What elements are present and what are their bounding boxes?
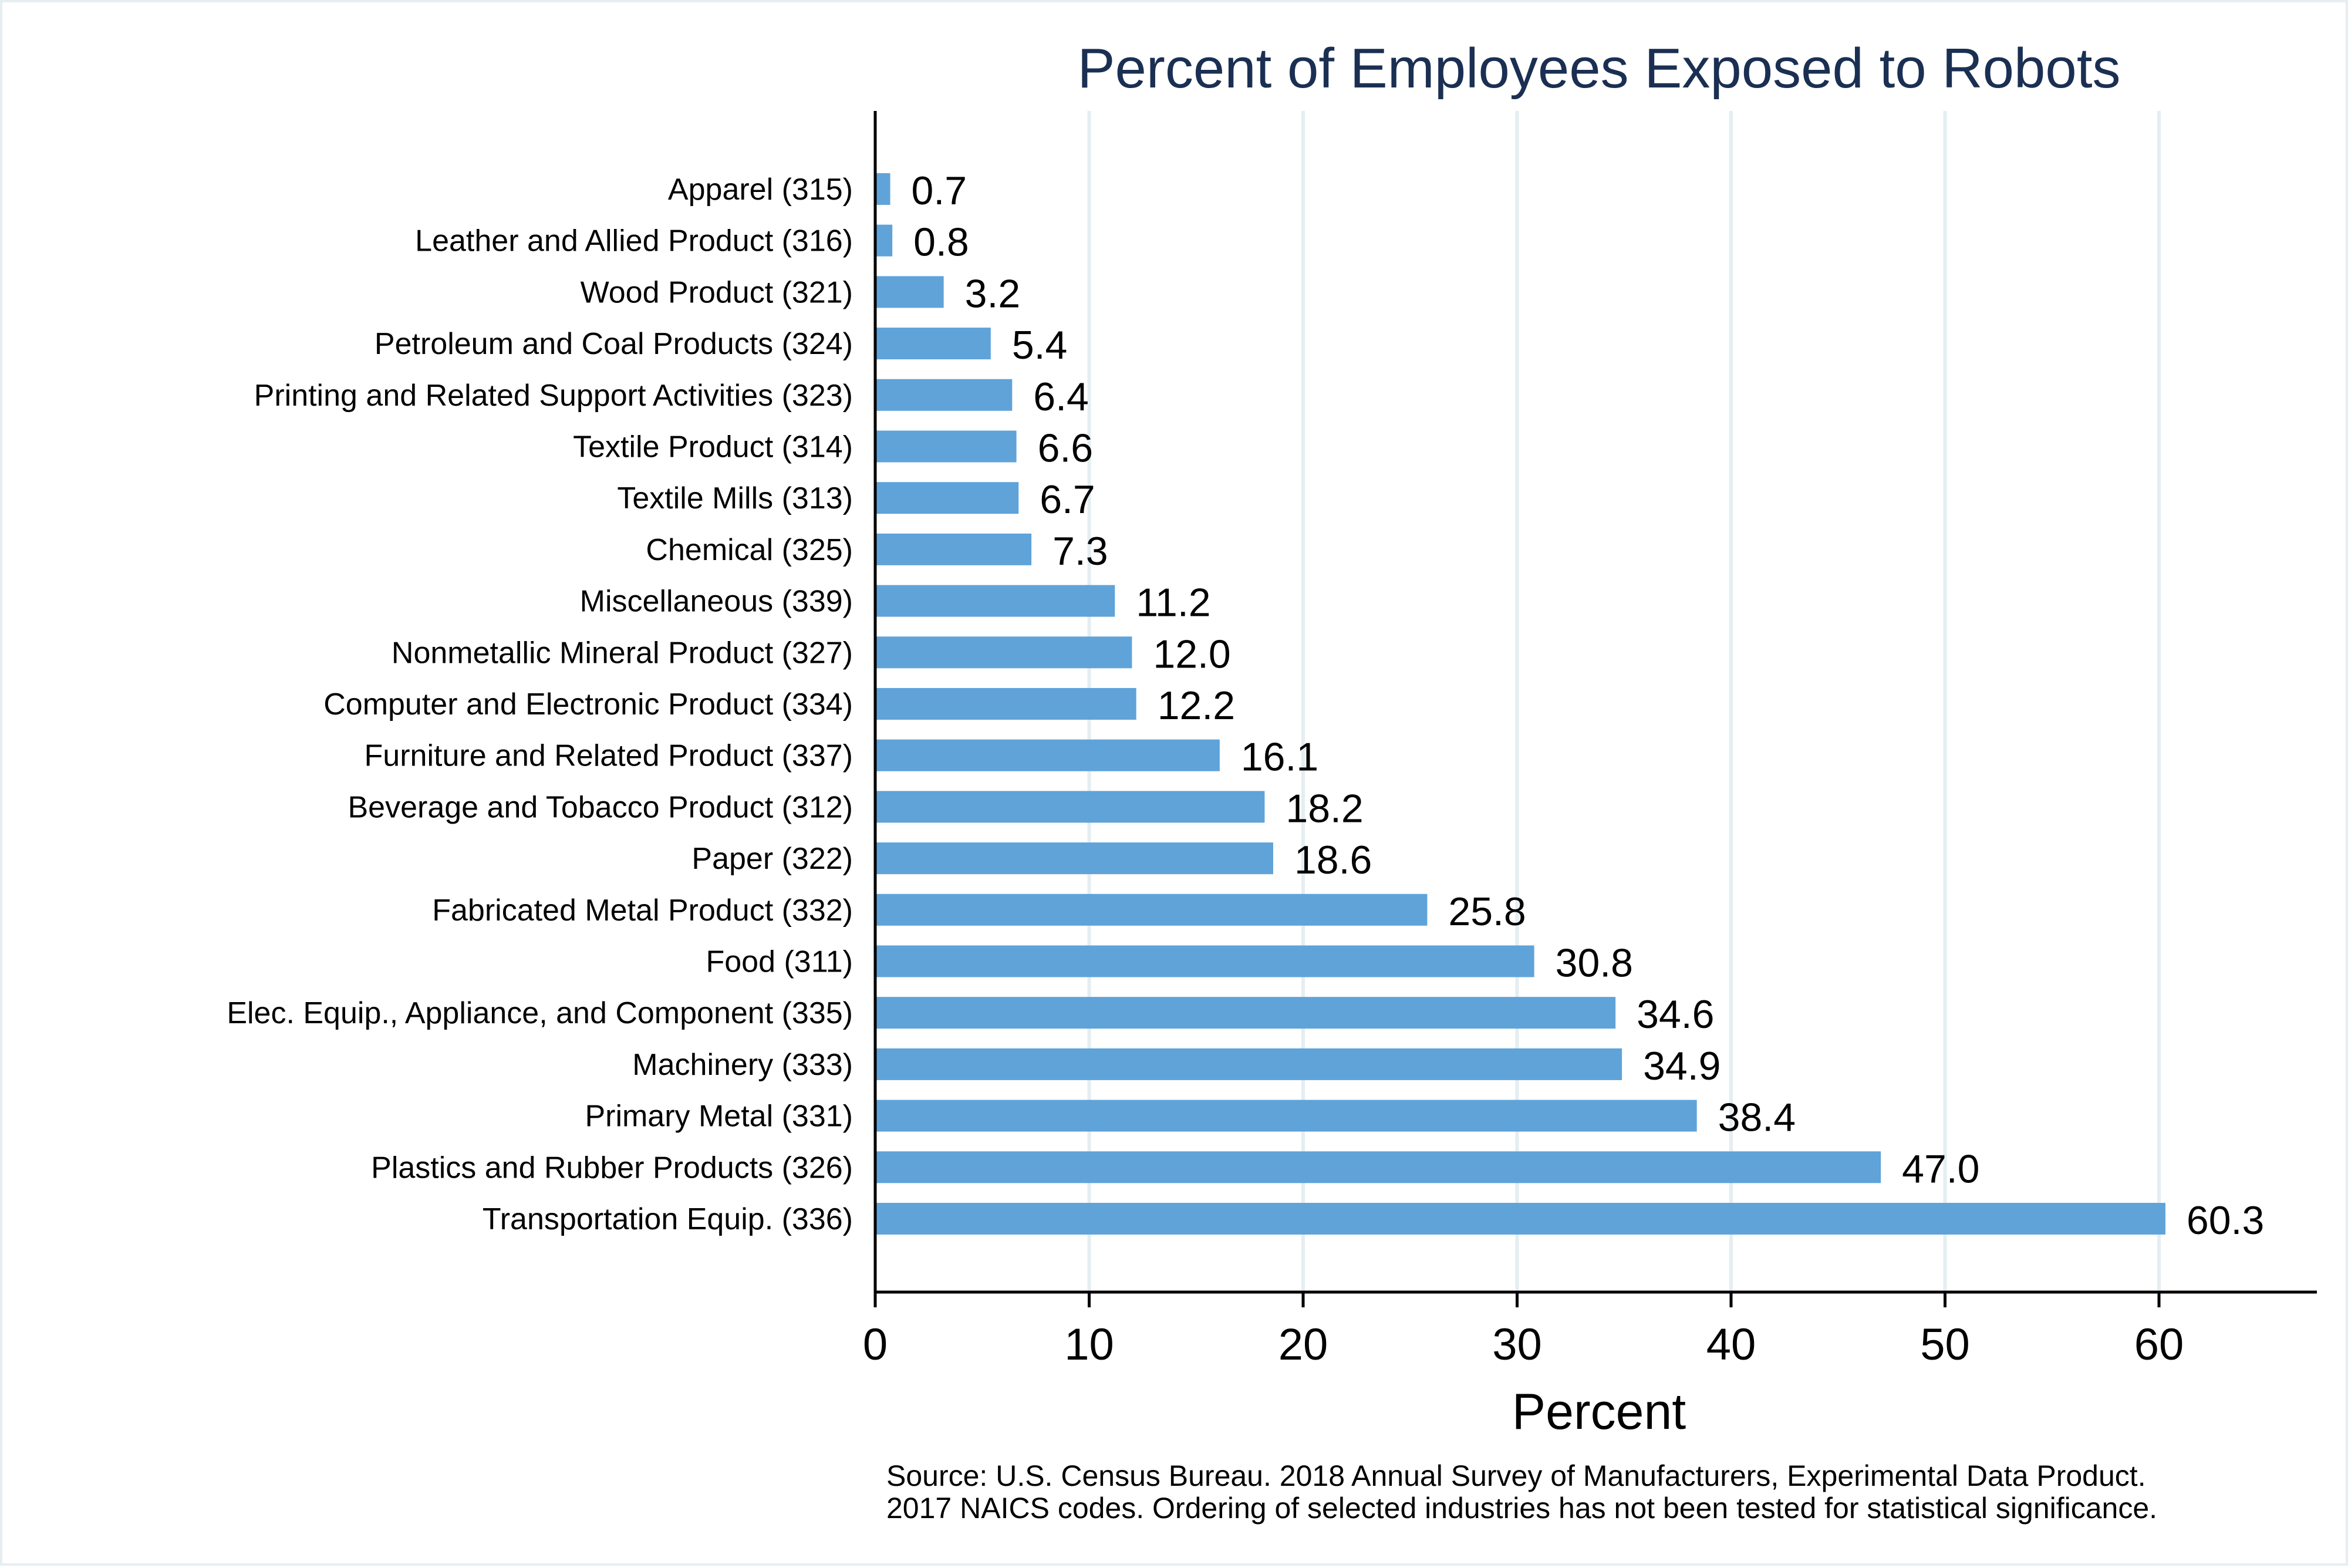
category-label: Petroleum and Coal Products (324)	[375, 327, 853, 361]
source-note-line-1: Source: U.S. Census Bureau. 2018 Annual …	[886, 1459, 2146, 1492]
category-label: Fabricated Metal Product (332)	[432, 893, 853, 928]
data-label: 12.0	[1153, 632, 1230, 676]
bars	[876, 173, 2165, 1235]
category-label: Primary Metal (331)	[585, 1100, 853, 1134]
bar	[876, 585, 1115, 617]
category-label: Chemical (325)	[646, 533, 853, 567]
category-label: Beverage and Tobacco Product (312)	[348, 790, 853, 824]
data-label: 11.2	[1136, 581, 1210, 625]
data-label: 6.7	[1040, 477, 1095, 522]
axes	[873, 111, 2317, 1294]
data-label: 18.2	[1286, 786, 1363, 831]
category-label: Furniture and Related Product (337)	[365, 739, 853, 773]
data-label: 3.2	[965, 271, 1021, 316]
bar	[876, 482, 1019, 514]
category-labels: Apparel (315) Leather and Allied Product …	[227, 173, 853, 1236]
data-label: 18.6	[1294, 838, 1372, 882]
data-label: 34.9	[1643, 1044, 1720, 1088]
tick-label: 0	[863, 1320, 888, 1370]
x-axis-title: Percent	[1512, 1384, 1686, 1440]
data-label: 6.6	[1038, 426, 1094, 471]
tick-label: 20	[1278, 1320, 1328, 1370]
data-label: 12.2	[1158, 683, 1235, 728]
category-label: Paper (322)	[691, 842, 853, 876]
data-label: 34.6	[1637, 992, 1714, 1037]
data-label: 5.4	[1012, 323, 1068, 367]
category-label: Machinery (333)	[632, 1048, 853, 1082]
bar	[876, 1203, 2165, 1235]
source-note-line-2: 2017 NAICS codes. Ordering of selected i…	[886, 1492, 2157, 1525]
category-label: Textile Product (314)	[573, 430, 853, 464]
data-label: 25.8	[1448, 889, 1526, 934]
value-labels: 0.7 0.8 3.2 5.4 6.4 6.6 6.7 7.3 11.2 12.0 12.216.1…	[912, 168, 2265, 1243]
bar	[876, 224, 893, 257]
category-label: Miscellaneous (339)	[580, 585, 853, 619]
category-label: Wood Product (321)	[581, 275, 853, 309]
data-label: 7.3	[1052, 529, 1108, 574]
bar	[876, 430, 1017, 463]
bar	[876, 1151, 1881, 1183]
gridlines	[1087, 111, 2161, 1292]
bar	[876, 1100, 1697, 1132]
bar	[876, 893, 1428, 926]
tick-label: 10	[1064, 1320, 1114, 1370]
tick-label: 60	[2134, 1320, 2184, 1370]
bar	[876, 997, 1616, 1029]
tick-label: 50	[1920, 1320, 1970, 1370]
category-label: Plastics and Rubber Products (326)	[371, 1151, 853, 1185]
bar	[876, 379, 1013, 411]
data-label: 47.0	[1902, 1147, 1979, 1191]
category-label: Nonmetallic Mineral Product (327)	[392, 636, 853, 670]
x-ticks: 0 10 20 30 40 50 60	[863, 1292, 2184, 1370]
data-label: 16.1	[1241, 735, 1318, 780]
category-label: Transportation Equip. (336)	[483, 1202, 853, 1236]
bar	[876, 276, 944, 308]
chart-title: Percent of Employees Exposed to Robots	[1078, 37, 2121, 100]
bar	[876, 842, 1273, 875]
bar	[876, 739, 1220, 771]
bar	[876, 328, 991, 360]
category-label: Textile Mills (313)	[617, 481, 853, 515]
bar	[876, 533, 1032, 565]
category-label: Apparel (315)	[668, 173, 853, 207]
data-label: 0.7	[912, 168, 967, 213]
data-label: 60.3	[2187, 1198, 2264, 1243]
tick-label: 40	[1706, 1320, 1756, 1370]
category-label: Food (311)	[706, 945, 853, 979]
bar	[876, 791, 1265, 823]
category-label: Elec. Equip., Appliance, and Component (…	[227, 996, 853, 1030]
data-label: 0.8	[913, 220, 969, 265]
data-label: 38.4	[1718, 1095, 1796, 1140]
category-label: Leather and Allied Product (316)	[415, 224, 853, 258]
bar	[876, 173, 890, 205]
tick-label: 30	[1492, 1320, 1542, 1370]
bar	[876, 688, 1136, 720]
category-label: Computer and Electronic Product (334)	[323, 687, 853, 721]
bar	[876, 636, 1132, 669]
data-label: 30.8	[1556, 941, 1633, 986]
bar	[876, 1048, 1622, 1080]
data-label: 6.4	[1033, 375, 1089, 419]
category-label: Printing and Related Support Activities …	[254, 379, 853, 413]
bar	[876, 945, 1534, 977]
